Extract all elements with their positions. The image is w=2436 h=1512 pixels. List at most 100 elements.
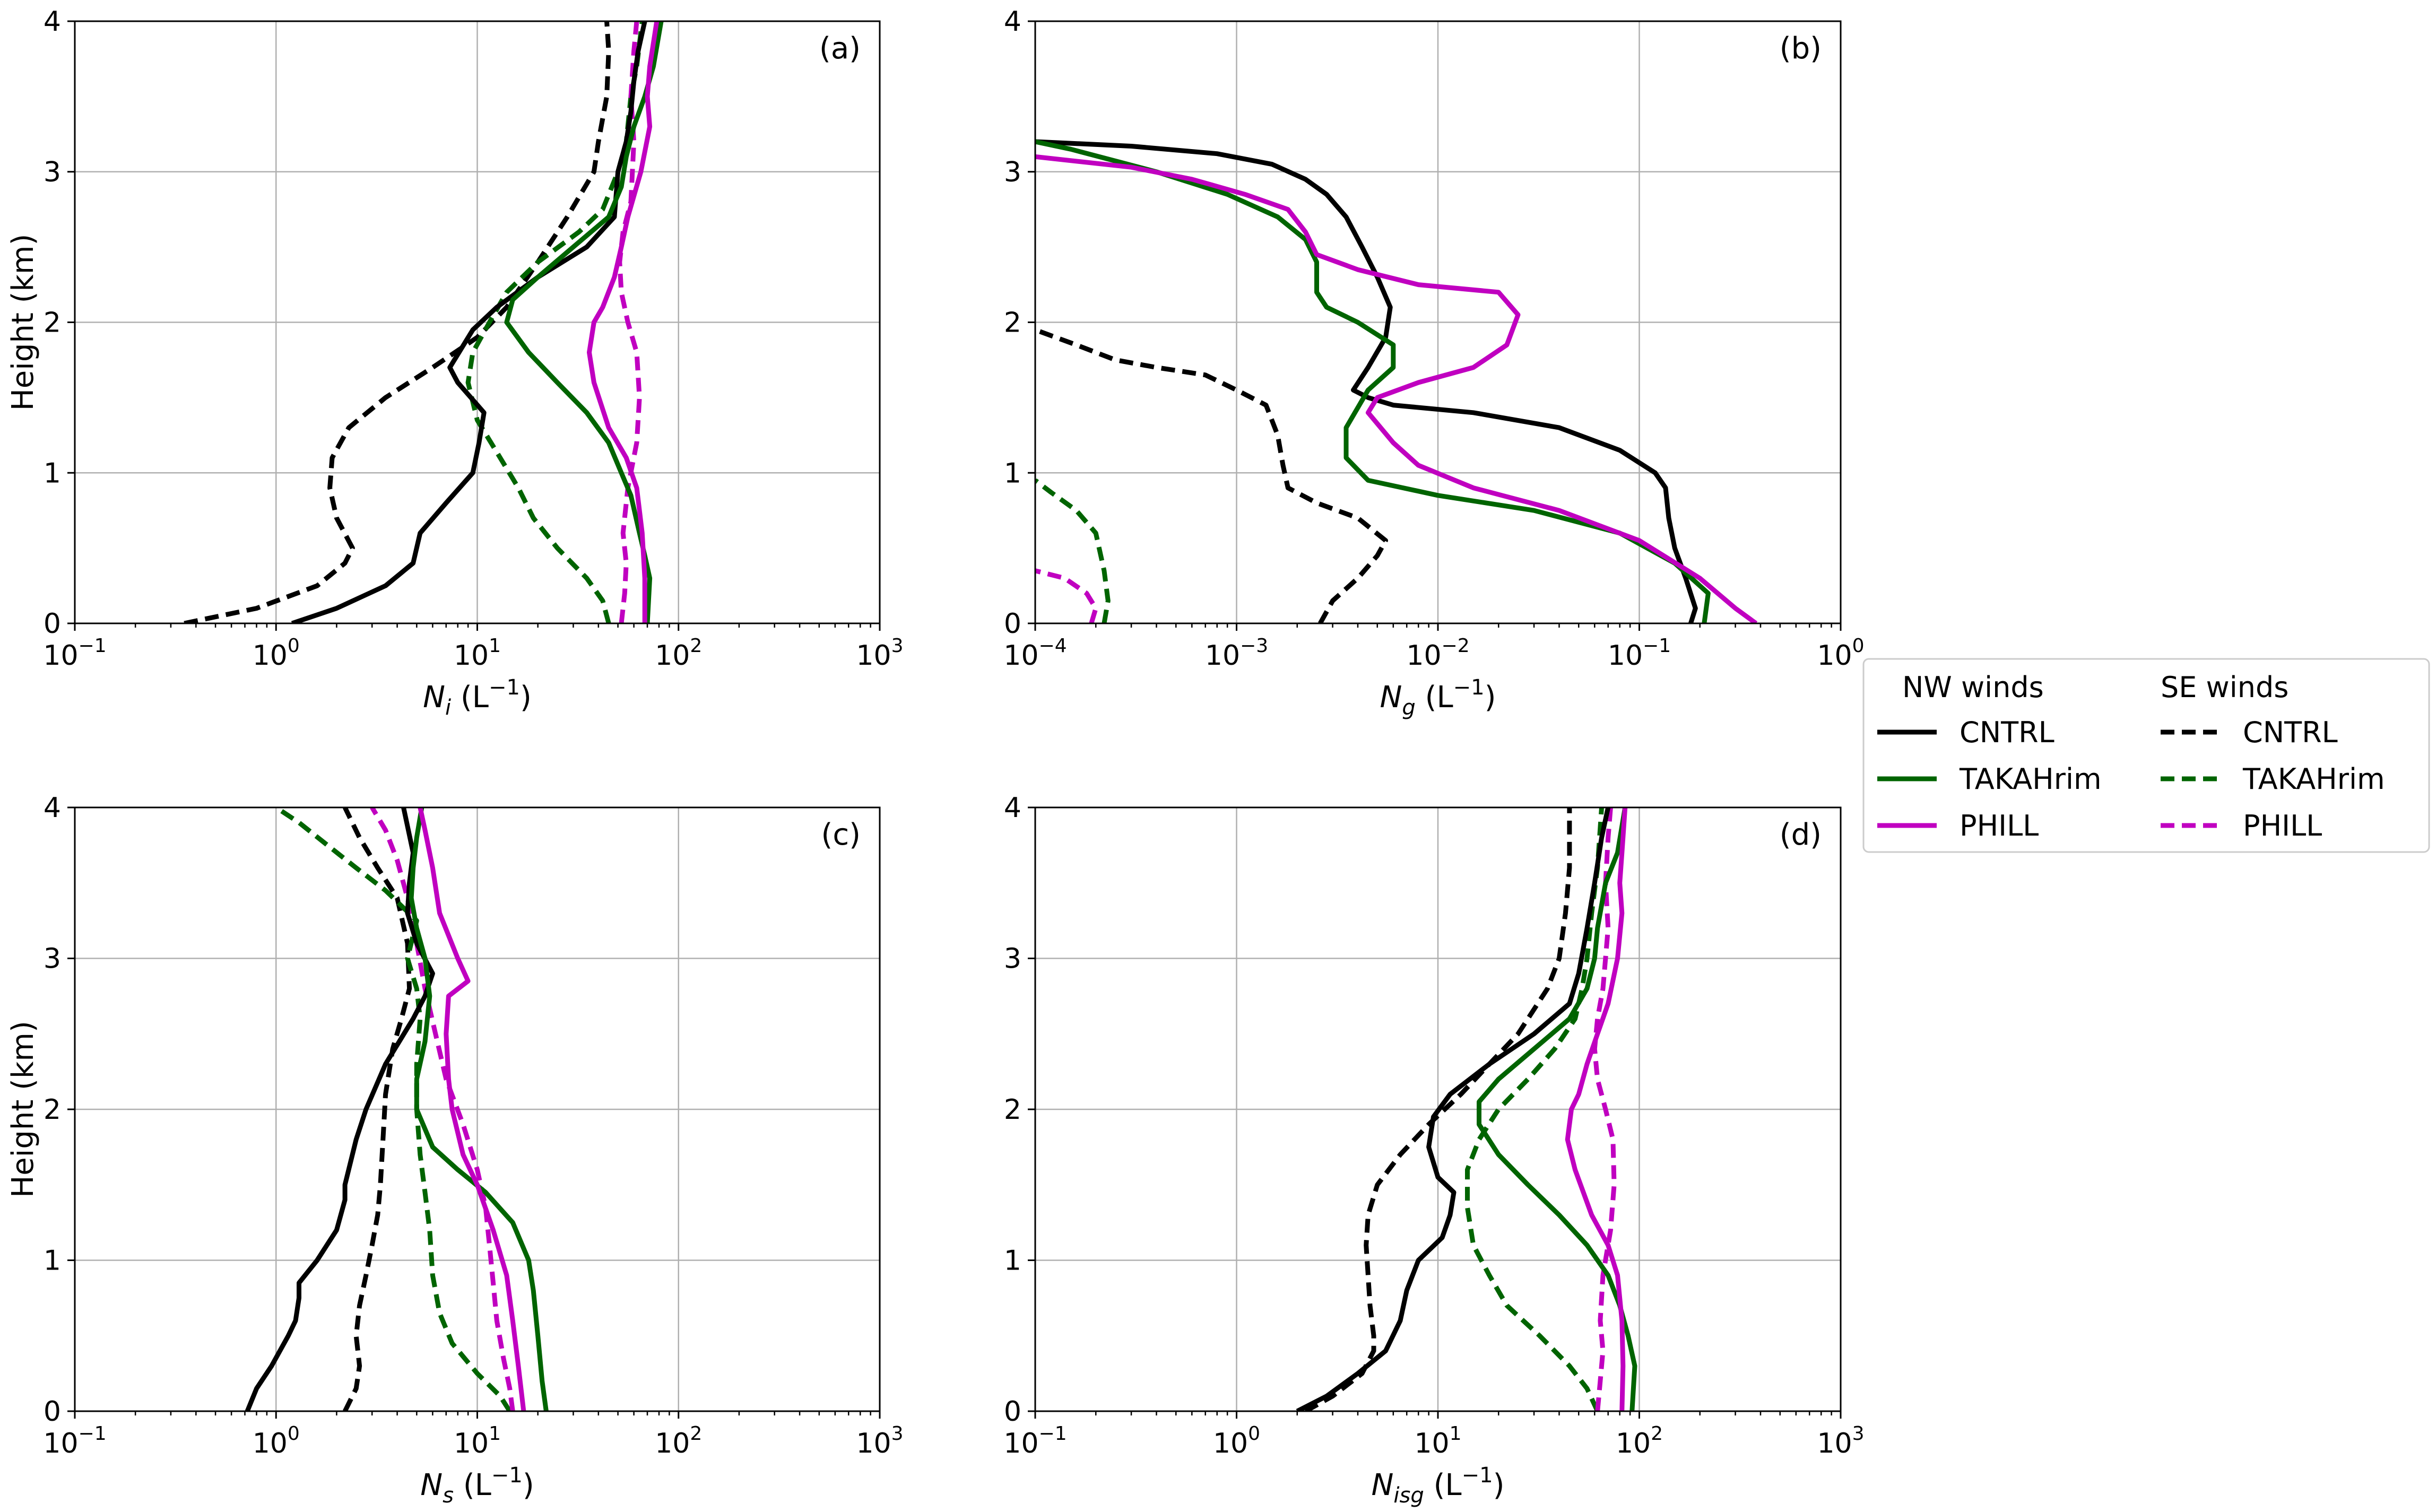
x-tick-label: 103 [1817, 1423, 1864, 1459]
x-tick-base: 10 [1205, 640, 1240, 672]
x-tick-base: 10 [43, 1428, 78, 1459]
legend-frame [1862, 658, 2430, 853]
x-axis-label-subscript: i [445, 696, 451, 720]
x-tick-exponent: −1 [1643, 635, 1671, 657]
x-tick-base: 10 [655, 1428, 690, 1459]
x-tick-label: 103 [856, 1423, 903, 1459]
y-tick-label: 3 [44, 943, 61, 975]
series-line-se-phill [1035, 568, 1098, 623]
series-line-nw-takahrim [504, 21, 664, 623]
x-tick-exponent: 0 [288, 635, 300, 657]
series-line-nw-cntrl [245, 807, 435, 1411]
x-tick-label: 101 [454, 635, 501, 672]
legend-label: PHILL [2243, 809, 2322, 842]
x-tick-base: 10 [856, 1428, 891, 1459]
x-axis-label-symbol: N [423, 680, 445, 715]
x-tick-exponent: 2 [1651, 1423, 1663, 1445]
y-tick-label: 2 [44, 1094, 61, 1126]
x-axis-label-unit-exponent: −1 [491, 1463, 523, 1488]
legend-title-nw: NW winds [1902, 671, 2044, 704]
y-axis-label: Height (km) [6, 1021, 40, 1198]
x-tick-exponent: 0 [1248, 1423, 1260, 1445]
x-axis-label-subscript: g [1402, 696, 1415, 720]
x-tick-exponent: −1 [1039, 1423, 1067, 1445]
x-tick-base: 10 [856, 640, 891, 672]
x-axis-label-subscript: isg [1393, 1483, 1424, 1508]
x-tick-label: 101 [454, 1423, 501, 1459]
x-tick-base: 10 [1616, 1428, 1651, 1459]
y-tick-label: 2 [1004, 307, 1021, 339]
x-axis-label: Ns (L−1) [420, 1463, 534, 1508]
x-tick-base: 10 [1817, 1428, 1852, 1459]
x-tick-base: 10 [1213, 1428, 1248, 1459]
series-group [1296, 807, 1637, 1411]
x-tick-base: 10 [1406, 640, 1441, 672]
x-axis-label-unit-end: ) [520, 680, 532, 715]
x-axis-label-unit-end: ) [1485, 680, 1496, 715]
x-axis-label-unit: (L [1416, 680, 1453, 715]
x-tick-label: 100 [1817, 635, 1864, 672]
x-axis-label-unit-end: ) [523, 1468, 534, 1502]
x-axis-label: Ng (L−1) [1380, 675, 1496, 720]
x-axis-label-symbol: N [1380, 680, 1402, 715]
series-line-nw-cntrl [291, 21, 647, 623]
y-axis-label: Height (km) [6, 234, 40, 411]
x-tick-exponent: −1 [79, 1423, 107, 1445]
y-tick-label: 1 [44, 1245, 61, 1277]
y-tick-label: 1 [44, 457, 61, 489]
legend-label: CNTRL [1960, 716, 2054, 749]
series-line-nw-phill [1035, 154, 1758, 623]
x-tick-label: 10−3 [1205, 635, 1268, 672]
series-line-se-cntrl [1035, 327, 1388, 623]
legend-label: PHILL [1960, 809, 2039, 842]
y-tick-label: 4 [1004, 6, 1021, 38]
x-tick-label: 102 [655, 1423, 702, 1459]
x-tick-label: 103 [856, 635, 903, 672]
x-axis-label-unit-end: ) [1493, 1468, 1505, 1502]
x-tick-exponent: 1 [1450, 1423, 1462, 1445]
series-group [184, 21, 664, 623]
series-line-nw-takahrim [1035, 139, 1711, 623]
x-tick-label: 101 [1414, 1423, 1461, 1459]
x-axis-label-symbol: N [1372, 1468, 1394, 1502]
y-tick-label: 0 [1004, 608, 1021, 640]
x-tick-base: 10 [655, 640, 690, 672]
series-line-nw-cntrl [1035, 139, 1698, 623]
panel-label: (c) [821, 818, 861, 852]
x-tick-label: 100 [253, 1423, 300, 1459]
x-axis-label-unit-exponent: −1 [1453, 675, 1485, 700]
x-tick-exponent: 2 [690, 635, 702, 657]
y-tick-label: 2 [44, 307, 61, 339]
panel-label: (a) [819, 31, 861, 66]
legend: NW winds SE winds CNTRL TAKAHrim PHILL CNTRL T… [1862, 658, 2430, 853]
legend-title-se: SE winds [2161, 671, 2288, 704]
legend-label: TAKAHrim [2242, 762, 2385, 796]
x-tick-exponent: 1 [489, 635, 501, 657]
x-tick-base: 10 [253, 640, 288, 672]
x-tick-label: 102 [1616, 1423, 1663, 1459]
x-tick-exponent: 0 [288, 1423, 300, 1445]
x-tick-exponent: −3 [1240, 635, 1268, 657]
x-tick-base: 10 [1003, 640, 1038, 672]
x-axis-label-symbol: N [420, 1468, 443, 1502]
y-tick-label: 4 [44, 792, 61, 824]
x-tick-base: 10 [253, 1428, 288, 1459]
x-axis-label-unit-exponent: −1 [1462, 1463, 1493, 1488]
x-axis-label-unit-exponent: −1 [489, 675, 520, 700]
x-tick-label: 10−2 [1406, 635, 1469, 672]
x-axis-label-unit: (L [454, 1468, 491, 1502]
x-tick-label: 10−1 [1608, 635, 1671, 672]
y-tick-label: 0 [44, 608, 61, 640]
x-tick-label: 10−1 [43, 1423, 106, 1459]
y-tick-label: 4 [1004, 792, 1021, 824]
series-line-se-takahrim [1035, 478, 1111, 623]
series-line-nw-takahrim [409, 807, 549, 1411]
series-line-se-cntrl [1304, 807, 1572, 1411]
series-line-se-phill [1592, 807, 1617, 1411]
x-tick-exponent: 3 [891, 1423, 904, 1445]
legend-label: TAKAHrim [1959, 762, 2102, 796]
series-line-nw-phill [587, 21, 660, 623]
x-tick-base: 10 [454, 640, 489, 672]
